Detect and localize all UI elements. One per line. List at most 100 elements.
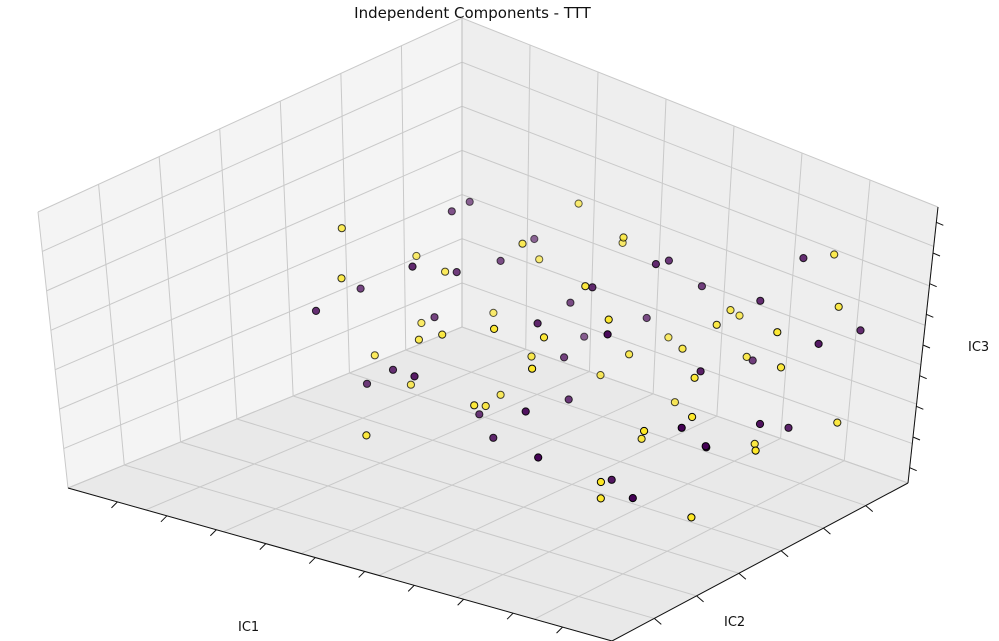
grid-line <box>124 464 655 619</box>
x-axis-tick <box>210 529 217 537</box>
data-point <box>607 475 616 484</box>
data-point <box>742 352 751 361</box>
grid-line <box>378 415 718 576</box>
grid-line <box>461 326 909 484</box>
grid-line <box>37 211 69 489</box>
data-point <box>637 434 646 443</box>
data-point <box>596 494 605 503</box>
data-point <box>677 423 686 432</box>
data-point <box>452 268 461 277</box>
floor-pane <box>68 327 908 641</box>
grid-line <box>223 371 590 533</box>
data-point <box>580 332 589 341</box>
x-axis-tick <box>259 543 267 550</box>
grid-line <box>98 184 125 466</box>
data-point <box>625 350 634 359</box>
data-point <box>726 306 735 315</box>
data-point <box>337 274 346 283</box>
data-point <box>560 353 569 362</box>
grid-line <box>67 326 463 489</box>
y-axis-tick <box>653 618 662 625</box>
x-axis-tick <box>506 612 514 620</box>
data-point <box>566 298 575 307</box>
data-point <box>833 418 842 427</box>
data-point <box>564 395 573 404</box>
x-axis-tick <box>457 598 464 606</box>
data-point <box>496 390 505 399</box>
data-point <box>496 256 505 265</box>
data-point <box>527 352 536 361</box>
data-point <box>856 326 865 335</box>
data-point <box>748 356 757 365</box>
grid-line <box>292 395 782 552</box>
data-point <box>518 239 527 248</box>
data-point <box>603 330 612 339</box>
data-point <box>490 324 499 333</box>
x-axis-tick <box>308 557 316 564</box>
z-axis-tick <box>926 313 934 318</box>
x-axis-label: IC1 <box>238 620 260 635</box>
data-point <box>628 494 637 503</box>
y-axis-tick <box>823 527 831 535</box>
data-point <box>751 446 760 455</box>
data-point <box>430 313 439 322</box>
z-axis-tick <box>909 467 917 472</box>
data-point <box>465 197 474 206</box>
grid-line <box>716 125 735 417</box>
data-point <box>441 267 450 276</box>
data-point <box>533 319 542 328</box>
data-point <box>690 373 699 382</box>
grid-line <box>300 393 654 555</box>
grid-line <box>180 441 697 597</box>
chart-title: Independent Components - TTT <box>354 4 591 22</box>
y-axis-tick <box>780 550 789 558</box>
z-axis-tick <box>916 405 924 410</box>
data-point <box>776 363 786 372</box>
data-point <box>311 306 321 315</box>
data-point <box>489 308 498 317</box>
data-point <box>530 234 539 244</box>
data-point <box>735 311 744 320</box>
grid-line <box>780 152 803 439</box>
data-point <box>687 513 696 522</box>
data-point <box>750 439 759 448</box>
data-point <box>640 426 649 436</box>
x-axis-tick <box>160 515 168 523</box>
data-point <box>755 419 765 429</box>
x-axis-tick <box>556 626 563 634</box>
grid-line <box>525 44 531 350</box>
data-point <box>539 333 549 342</box>
data-point <box>406 380 415 389</box>
z-axis-label: IC3 <box>968 340 990 355</box>
data-point <box>664 256 674 265</box>
data-point <box>814 339 823 348</box>
data-point <box>581 282 590 291</box>
data-point <box>362 379 372 388</box>
grid-line <box>236 418 740 574</box>
data-point <box>712 320 721 329</box>
z-axis-tick <box>929 283 937 288</box>
data-point <box>447 207 456 216</box>
data-point <box>604 315 613 324</box>
data-point <box>521 407 530 416</box>
grid-line <box>349 372 824 529</box>
data-point <box>784 423 793 432</box>
data-point <box>370 351 379 360</box>
z-axis-tick <box>936 221 944 226</box>
x-axis-tick <box>358 571 366 578</box>
y-axis-tick <box>865 505 874 512</box>
grid-line <box>405 349 866 507</box>
data-point <box>475 410 484 419</box>
grid-line <box>843 179 871 461</box>
grid-line <box>652 98 667 394</box>
z-axis-tick <box>932 252 941 257</box>
data-point <box>534 453 543 462</box>
y-axis-label: IC2 <box>724 615 746 630</box>
data-point <box>337 224 346 233</box>
data-point <box>410 372 419 381</box>
grid-line <box>456 437 781 598</box>
data-point <box>688 412 697 422</box>
data-point <box>414 335 423 344</box>
data-point <box>773 328 782 337</box>
